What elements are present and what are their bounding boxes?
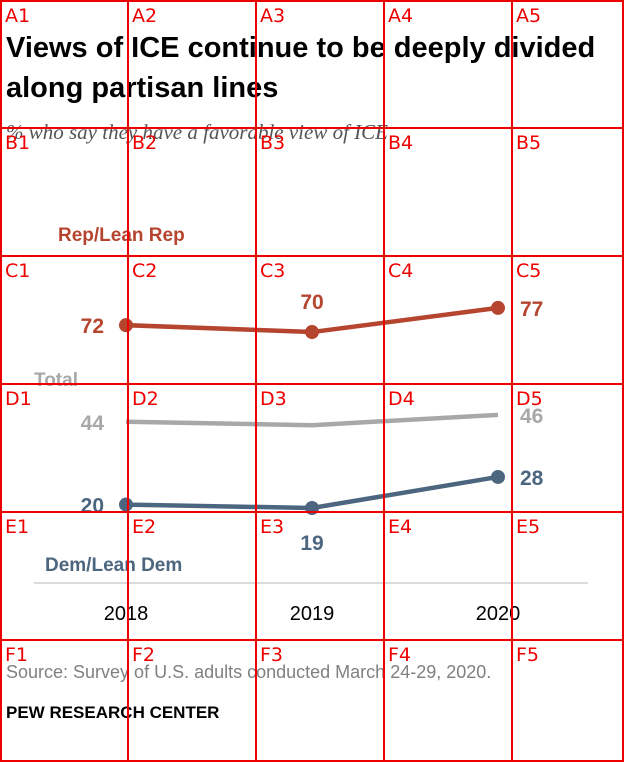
data-point	[119, 497, 133, 512]
data-point	[305, 501, 319, 515]
chart-subtitle: % who say they have a favorable view of …	[6, 120, 388, 144]
source-note: Source: Survey of U.S. adults conducted …	[6, 662, 492, 682]
data-point	[119, 318, 133, 333]
data-label: 72	[81, 315, 104, 338]
data-point	[491, 469, 505, 484]
x-tick-label: 2019	[290, 603, 335, 625]
series-name-label: Rep/Lean Rep	[58, 225, 185, 246]
series-line	[125, 412, 499, 428]
x-tick-label: 2020	[476, 603, 521, 625]
brand-footer: PEW RESEARCH CENTER	[6, 703, 220, 722]
data-label: 19	[300, 532, 323, 555]
data-label: 20	[81, 495, 104, 518]
x-tick-label: 2018	[104, 603, 149, 625]
data-label: 77	[520, 298, 543, 321]
chart-title: Views of ICE continue to be deeply divid…	[6, 32, 596, 104]
data-label: 70	[300, 291, 323, 314]
data-label: 44	[81, 412, 105, 435]
data-label: 46	[520, 405, 543, 428]
data-point	[305, 325, 319, 340]
data-label: 28	[520, 467, 544, 490]
series-name-label: Total	[34, 370, 78, 391]
data-point	[491, 300, 505, 315]
series-name-label: Dem/Lean Dem	[45, 555, 182, 576]
